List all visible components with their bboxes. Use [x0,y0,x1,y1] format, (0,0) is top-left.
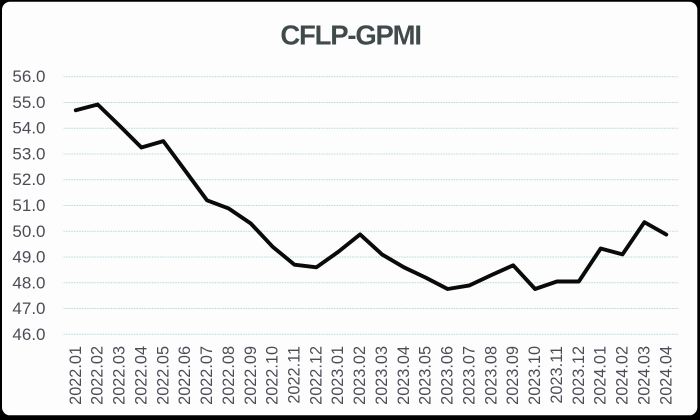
svg-text:2023.10: 2023.10 [526,346,544,405]
svg-text:48.0: 48.0 [12,273,45,292]
svg-text:2023.12: 2023.12 [570,346,588,405]
svg-text:2022.01: 2022.01 [67,346,85,405]
svg-text:2022.02: 2022.02 [89,346,107,405]
svg-text:CFLP-GPMI: CFLP-GPMI [280,19,420,50]
svg-text:54.0: 54.0 [12,119,45,138]
svg-text:2022.06: 2022.06 [176,346,194,405]
svg-text:2022.05: 2022.05 [154,346,172,405]
svg-text:2023.07: 2023.07 [461,346,479,405]
svg-text:2023.03: 2023.03 [373,346,391,405]
svg-text:2023.06: 2023.06 [439,346,457,405]
svg-text:2022.11: 2022.11 [286,346,304,404]
svg-text:2022.04: 2022.04 [132,346,150,405]
svg-text:47.0: 47.0 [12,299,45,318]
svg-text:2023.08: 2023.08 [482,346,500,405]
svg-text:2023.11: 2023.11 [548,346,566,404]
svg-text:2022.03: 2022.03 [111,346,129,405]
svg-text:56.0: 56.0 [12,67,45,86]
svg-text:49.0: 49.0 [12,248,45,267]
svg-text:50.0: 50.0 [12,222,45,241]
svg-text:2024.03: 2024.03 [635,346,653,405]
svg-text:2022.09: 2022.09 [242,346,260,405]
svg-text:52.0: 52.0 [12,170,45,189]
svg-text:55.0: 55.0 [12,93,45,112]
svg-text:46.0: 46.0 [12,325,45,344]
svg-text:2024.02: 2024.02 [614,346,632,405]
svg-text:51.0: 51.0 [12,196,45,215]
svg-text:2023.04: 2023.04 [395,346,413,405]
svg-text:2023.01: 2023.01 [329,346,347,405]
svg-text:2022.10: 2022.10 [264,346,282,405]
svg-text:2023.05: 2023.05 [417,346,435,405]
svg-text:2022.08: 2022.08 [220,346,238,405]
svg-text:2023.02: 2023.02 [351,346,369,405]
svg-text:2022.12: 2022.12 [307,346,325,405]
svg-text:2022.07: 2022.07 [198,346,216,405]
svg-text:2024.01: 2024.01 [592,346,610,405]
svg-text:2023.09: 2023.09 [504,346,522,405]
svg-text:53.0: 53.0 [12,145,45,164]
svg-text:2024.04: 2024.04 [657,346,675,405]
